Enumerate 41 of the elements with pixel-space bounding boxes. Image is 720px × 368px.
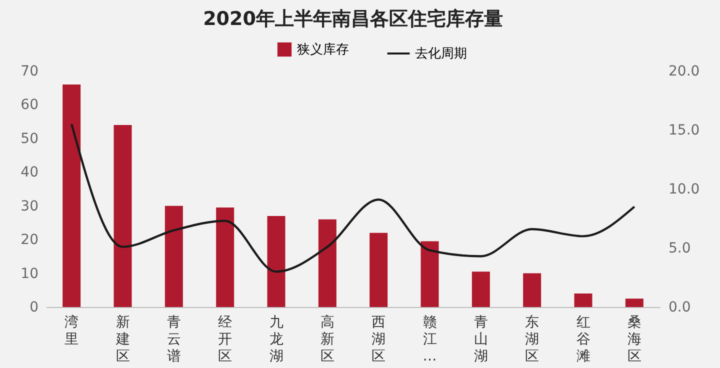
x-tick-label: 经开区 — [218, 314, 232, 364]
y2-tick-label: 10.0 — [668, 182, 700, 198]
bar — [164, 206, 183, 307]
bar — [625, 298, 644, 307]
bar — [574, 294, 592, 307]
x-tick-label: 东湖区 — [525, 314, 540, 364]
x-tick-label: 青云谱 — [166, 314, 181, 364]
legend-label: 狭义库存 — [297, 42, 349, 58]
y-tick-label: 60 — [20, 97, 38, 114]
legend-label: 去化周期 — [415, 46, 467, 62]
y-tick-label: 20 — [20, 232, 38, 248]
x-tick-label: 赣江… — [422, 314, 437, 364]
x-tick-label: 红谷滩 — [576, 314, 590, 364]
bar — [62, 84, 81, 307]
y-tick-label: 0 — [30, 300, 38, 316]
bar — [420, 241, 439, 307]
x-tick-label: 湾里 — [64, 314, 79, 348]
bar — [216, 208, 234, 307]
bar — [472, 272, 490, 307]
bar — [267, 216, 286, 307]
bar — [523, 273, 542, 307]
y-tick-label: 70 — [20, 64, 38, 80]
y-tick-label: 50 — [20, 130, 38, 147]
y2-tick-label: 15.0 — [668, 122, 700, 138]
bar — [370, 232, 388, 307]
chart-title: 2020年上半年南昌各区住宅库存量 — [203, 8, 503, 30]
x-tick-label: 高新区 — [320, 314, 334, 364]
bar — [318, 219, 336, 307]
line-series — [70, 123, 636, 273]
bar — [114, 124, 132, 307]
y-tick-label: 40 — [20, 164, 38, 181]
x-tick-label: 青山湖 — [474, 314, 488, 364]
y-tick-label: 10 — [20, 266, 38, 282]
x-tick-label: 西湖区 — [372, 314, 386, 364]
x-tick-label: 桑海区 — [627, 314, 642, 364]
y-tick-label: 30 — [20, 198, 38, 214]
y2-tick-label: 20.0 — [668, 64, 700, 80]
x-tick-label: 九龙湖 — [269, 314, 284, 364]
x-tick-label: 新建区 — [114, 314, 130, 364]
y2-tick-label: 0.0 — [668, 300, 691, 316]
y2-tick-label: 5.0 — [668, 240, 691, 256]
